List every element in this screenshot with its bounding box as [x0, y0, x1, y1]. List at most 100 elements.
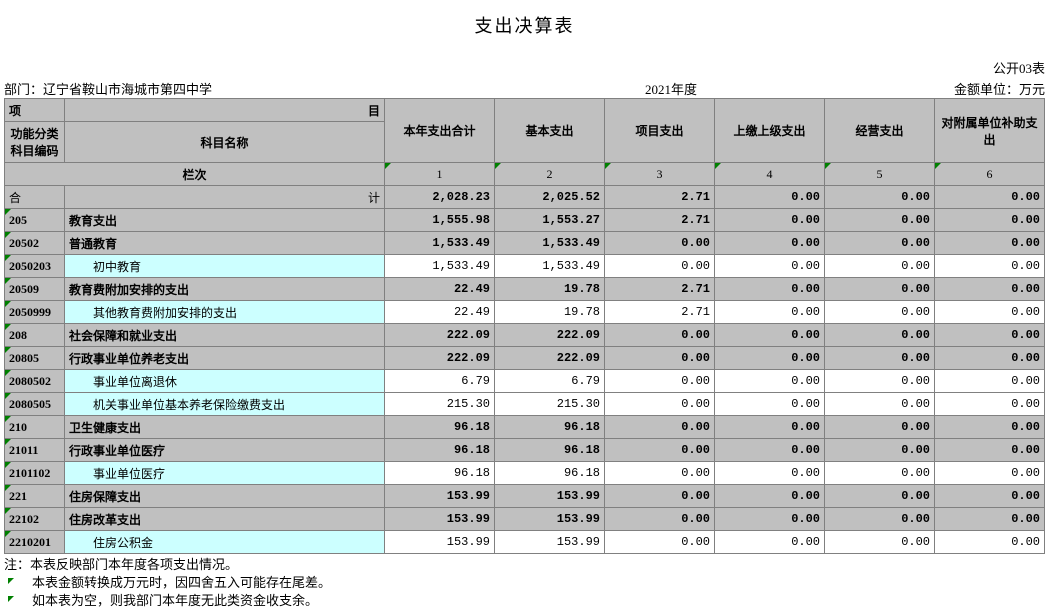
- note-line-1: 注：本表反映部门本年度各项支出情况。: [4, 556, 1045, 574]
- total-ji: 计: [65, 186, 385, 209]
- row-code: 2101102: [5, 462, 65, 485]
- row-value: 0.00: [605, 508, 715, 531]
- row-value: 0.00: [605, 370, 715, 393]
- row-value: 0.00: [715, 232, 825, 255]
- row-value: 2.71: [605, 209, 715, 232]
- row-name: 初中教育: [65, 255, 385, 278]
- row-code: 210: [5, 416, 65, 439]
- row-value: 1,555.98: [385, 209, 495, 232]
- row-value: 222.09: [385, 324, 495, 347]
- row-value: 0.00: [605, 485, 715, 508]
- table-row: 21011行政事业单位医疗96.1896.180.000.000.000.00: [5, 439, 1045, 462]
- row-value: 0.00: [605, 416, 715, 439]
- row-code: 21011: [5, 439, 65, 462]
- hdr-col2: 基本支出: [495, 99, 605, 163]
- row-value: 0.00: [935, 485, 1045, 508]
- row-value: 0.00: [825, 370, 935, 393]
- row-value: 0.00: [605, 255, 715, 278]
- row-value: 0.00: [825, 439, 935, 462]
- hdr-xiang: 项: [5, 99, 65, 122]
- row-value: 0.00: [605, 324, 715, 347]
- row-value: 0.00: [935, 301, 1045, 324]
- row-code: 208: [5, 324, 65, 347]
- row-name: 社会保障和就业支出: [65, 324, 385, 347]
- row-name: 卫生健康支出: [65, 416, 385, 439]
- row-value: 96.18: [385, 462, 495, 485]
- row-code: 20509: [5, 278, 65, 301]
- dept-label: 部门：: [4, 82, 43, 97]
- table-row: 2050999其他教育费附加安排的支出22.4919.782.710.000.0…: [5, 301, 1045, 324]
- row-value: 22.49: [385, 301, 495, 324]
- row-name: 普通教育: [65, 232, 385, 255]
- row-value: 0.00: [825, 209, 935, 232]
- row-value: 0.00: [825, 324, 935, 347]
- note-line-2: 本表金额转换成万元时，因四舍五入可能存在尾差。: [4, 574, 1045, 592]
- row-code: 2050203: [5, 255, 65, 278]
- total-he: 合: [5, 186, 65, 209]
- row-value: 0.00: [935, 278, 1045, 301]
- row-value: 1,553.27: [495, 209, 605, 232]
- row-value: 0.00: [715, 209, 825, 232]
- row-value: 153.99: [385, 485, 495, 508]
- row-value: 0.00: [825, 485, 935, 508]
- note-line-3: 如本表为空，则我部门本年度无此类资金收支余。: [4, 592, 1045, 610]
- row-value: 153.99: [495, 485, 605, 508]
- row-code: 205: [5, 209, 65, 232]
- row-value: 1,533.49: [385, 255, 495, 278]
- row-value: 2.71: [605, 278, 715, 301]
- table-row: 2080505机关事业单位基本养老保险缴费支出215.30215.300.000…: [5, 393, 1045, 416]
- row-value: 22.49: [385, 278, 495, 301]
- hdr-col1: 本年支出合计: [385, 99, 495, 163]
- row-value: 0.00: [935, 508, 1045, 531]
- table-row: 208社会保障和就业支出222.09222.090.000.000.000.00: [5, 324, 1045, 347]
- row-value: 222.09: [495, 324, 605, 347]
- hdr-col3: 项目支出: [605, 99, 715, 163]
- row-value: 96.18: [495, 416, 605, 439]
- row-value: 0.00: [935, 370, 1045, 393]
- row-name: 住房改革支出: [65, 508, 385, 531]
- table-row: 20805行政事业单位养老支出222.09222.090.000.000.000…: [5, 347, 1045, 370]
- row-value: 0.00: [715, 439, 825, 462]
- row-value: 0.00: [715, 531, 825, 554]
- row-value: 1,533.49: [385, 232, 495, 255]
- row-name: 事业单位离退休: [65, 370, 385, 393]
- row-code: 2050999: [5, 301, 65, 324]
- row-value: 0.00: [935, 347, 1045, 370]
- hdr-mu: 目: [65, 99, 385, 122]
- row-code: 2080505: [5, 393, 65, 416]
- row-value: 222.09: [385, 347, 495, 370]
- total-v4: 0.00: [715, 186, 825, 209]
- row-value: 0.00: [605, 462, 715, 485]
- header-row-xiangmu: 项 目 本年支出合计 基本支出 项目支出 上缴上级支出 经营支出 对附属单位补助…: [5, 99, 1045, 122]
- row-value: 0.00: [935, 255, 1045, 278]
- row-value: 96.18: [495, 462, 605, 485]
- row-value: 0.00: [825, 301, 935, 324]
- row-value: 0.00: [715, 301, 825, 324]
- row-name: 事业单位医疗: [65, 462, 385, 485]
- row-value: 0.00: [715, 370, 825, 393]
- row-value: 215.30: [495, 393, 605, 416]
- table-row: 20509教育费附加安排的支出22.4919.782.710.000.000.0…: [5, 278, 1045, 301]
- table-row: 2080502事业单位离退休6.796.790.000.000.000.00: [5, 370, 1045, 393]
- row-value: 0.00: [935, 462, 1045, 485]
- row-code: 20805: [5, 347, 65, 370]
- hdr-col5: 经营支出: [825, 99, 935, 163]
- row-value: 0.00: [605, 347, 715, 370]
- row-value: 0.00: [715, 347, 825, 370]
- hdr-code: 功能分类科目编码: [5, 122, 65, 163]
- total-v2: 2,025.52: [495, 186, 605, 209]
- table-row: 2101102事业单位医疗96.1896.180.000.000.000.00: [5, 462, 1045, 485]
- header-row-lanci: 栏次 1 2 3 4 5 6: [5, 163, 1045, 186]
- coln-3: 3: [605, 163, 715, 186]
- hdr-name: 科目名称: [65, 122, 385, 163]
- row-name: 住房公积金: [65, 531, 385, 554]
- row-value: 0.00: [935, 393, 1045, 416]
- hdr-lanci: 栏次: [5, 163, 385, 186]
- row-value: 0.00: [825, 232, 935, 255]
- row-value: 0.00: [825, 416, 935, 439]
- total-v1: 2,028.23: [385, 186, 495, 209]
- hdr-col6: 对附属单位补助支出: [935, 99, 1045, 163]
- row-value: 0.00: [715, 255, 825, 278]
- coln-1: 1: [385, 163, 495, 186]
- row-value: 153.99: [495, 531, 605, 554]
